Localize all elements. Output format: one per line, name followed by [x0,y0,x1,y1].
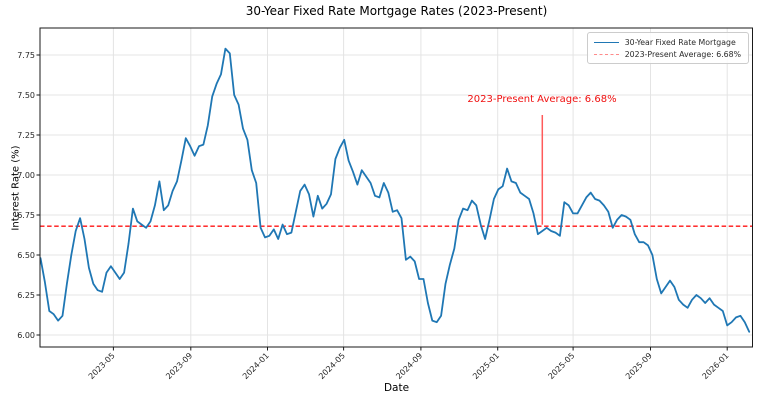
y-tick-label: 7.50 [17,91,35,100]
x-tick-label: 2024-01 [241,351,271,381]
y-axis-label: Interest Rate (%) [10,145,22,231]
legend-series-label: 30-Year Fixed Rate Mortgage [624,37,736,47]
series-line [39,47,751,333]
x-axis-label: Date [383,382,410,394]
legend-average-label: 2023-Present Average: 6.68% [624,49,741,59]
series-line-sample-icon [593,41,619,43]
y-tick-label: 6.25 [17,291,35,300]
x-tick-label: 2025-01 [471,351,501,381]
y-tick-label: 6.50 [17,251,35,260]
x-tick-label: 2024-05 [317,351,347,381]
y-tick-label: 7.25 [17,131,35,140]
plot-border [39,27,753,348]
x-tick-label: 2025-09 [624,351,654,381]
y-tick-label: 6.75 [17,211,35,220]
y-tick-label: 7.75 [17,51,35,60]
x-tick-label: 2023-09 [164,351,194,381]
x-tick-label: 2025-05 [547,351,577,381]
y-tick-label: 6.00 [17,331,35,340]
chart-title: 30-Year Fixed Rate Mortgage Rates (2023-… [245,4,548,18]
legend: 30-Year Fixed Rate Mortgage 2023-Present… [586,32,749,64]
x-tick-label: 2024-09 [394,351,424,381]
average-annotation-text: 2023-Present Average: 6.68% [467,94,617,105]
y-tick-label: 7.00 [17,171,35,180]
x-tick-label: 2026-01 [701,351,731,381]
legend-item-average: 2023-Present Average: 6.68% [593,48,741,60]
x-tick-label: 2023-05 [87,351,117,381]
legend-item-series: 30-Year Fixed Rate Mortgage [593,36,741,48]
average-line-sample-icon [593,53,619,55]
